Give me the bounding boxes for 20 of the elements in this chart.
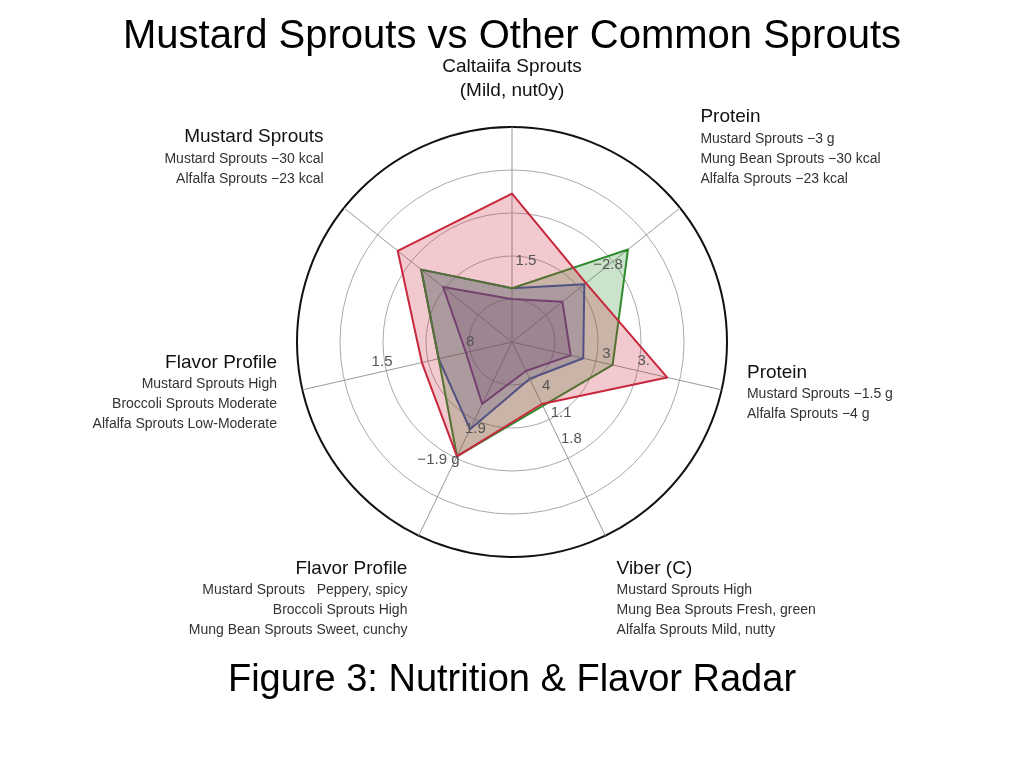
spoke-label: Viber (C) Mustard Sprouts High Mung Bea Sprouts Fresh, green Alfalfa Sprouts Mild, nutty <box>616 556 816 637</box>
text: 1.5 <box>371 351 393 369</box>
text: 3. <box>637 350 651 368</box>
text: 1.5 <box>515 251 537 269</box>
text: 8 <box>465 331 475 349</box>
text: 4 <box>541 376 551 394</box>
spoke-label: Caltaiifa Sprouts (Mild, nut0y) <box>442 54 582 100</box>
spoke-label: Protein Mustard Sprouts −3 g Mung Bean Sprouts −30 kcal Alfalfa Sprouts −23 kcal <box>700 105 881 186</box>
text: 1.1 <box>550 403 572 421</box>
text: Figure 3: Nutrition & Flavor Radar <box>226 657 798 700</box>
spoke-label: Protein Mustard Sprouts −1.5 g Alfalfa Sprouts −4 g <box>746 361 893 422</box>
spoke-label: Mustard Sprouts Mustard Sprouts −30 kcal Alfalfa Sprouts −23 kcal <box>164 125 324 186</box>
text: 1.9 <box>464 418 486 436</box>
spoke-label: Flavor Profile Mustard Sprouts High Broccoli Sprouts Moderate Alfalfa Sprouts Low-Moderate <box>92 351 278 432</box>
text: −1.9 g <box>417 449 460 467</box>
text: 1.8 <box>560 428 582 446</box>
spoke-label: Flavor Profile Mustard Sprouts Peppery, spicy Broccoli Sprouts High Mung Bean Sprouts Sweet, cunchy <box>188 556 408 637</box>
text: −2.8 <box>593 255 623 273</box>
text: 3 <box>602 343 611 361</box>
chart-title: Mustard Sprouts vs Other Common Sprouts <box>121 12 903 57</box>
